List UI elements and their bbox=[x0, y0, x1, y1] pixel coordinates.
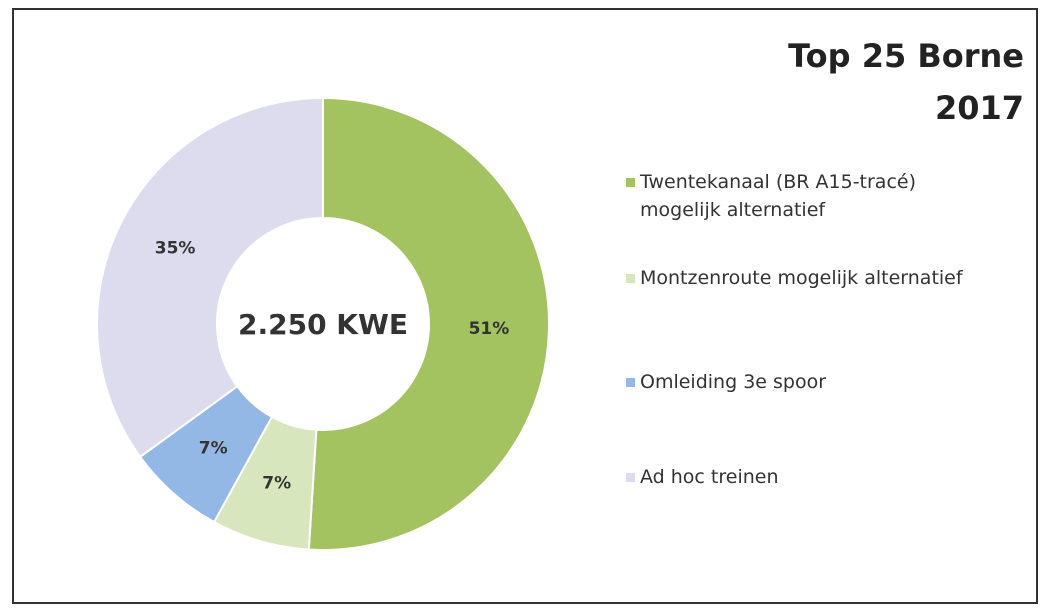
data-label: 51% bbox=[469, 319, 510, 339]
frame bbox=[12, 8, 1038, 604]
data-label: 7% bbox=[199, 439, 228, 459]
donut-segment bbox=[96, 96, 324, 459]
legend-swatch bbox=[626, 378, 635, 387]
legend-swatch bbox=[626, 274, 635, 283]
legend-label: Montzenroute mogelijk alternatief bbox=[640, 267, 963, 289]
legend-label: Ad hoc treinen bbox=[640, 466, 779, 488]
legend-entry: Ad hoc treinen bbox=[626, 463, 1040, 491]
legend-entry: Montzenroute mogelijk alternatief bbox=[626, 264, 1040, 292]
legend-entry: Twentekanaal (BR A15-tracé) mogelijk alt… bbox=[626, 168, 980, 224]
data-label: 35% bbox=[155, 239, 196, 259]
legend-entry: Omleiding 3e spoor bbox=[626, 368, 1040, 396]
legend-swatch bbox=[626, 473, 635, 482]
chart-title: Top 25 Borne 2017 bbox=[788, 37, 1024, 127]
legend-swatch bbox=[626, 178, 635, 187]
data-label: 7% bbox=[262, 473, 291, 493]
legend-label: Omleiding 3e spoor bbox=[640, 371, 827, 393]
donut-segment bbox=[307, 96, 550, 551]
center-label: 2.250 KWE bbox=[238, 308, 408, 341]
legend-label: Twentekanaal (BR A15-tracé) mogelijk alt… bbox=[640, 171, 917, 221]
